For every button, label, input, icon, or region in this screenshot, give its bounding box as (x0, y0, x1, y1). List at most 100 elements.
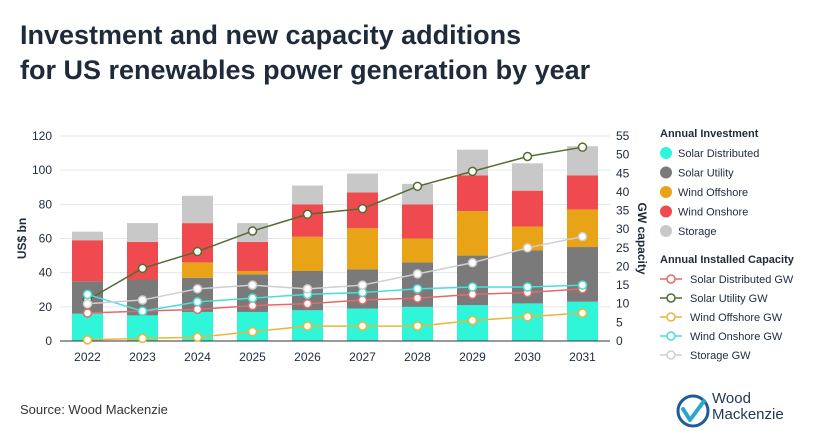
bar-wind-offshore (512, 226, 543, 251)
legend-label: Storage GW (690, 350, 751, 362)
y2-tick-label: 35 (616, 204, 630, 218)
y2-tick-label: 5 (616, 315, 623, 329)
x-tick-label: 2025 (239, 350, 266, 364)
legend-label: Solar Utility GW (690, 293, 768, 305)
legend-label: Storage (678, 226, 717, 238)
bar-storage (127, 223, 158, 242)
point-line-wind-onshore (577, 280, 588, 290)
logo-text-line-1: Wood (712, 390, 751, 407)
legend-label: Wind Onshore (678, 207, 748, 219)
legend-marker-line-solar-utility (666, 293, 676, 303)
point-line-wind-onshore (82, 289, 93, 300)
bar-storage (347, 173, 378, 193)
point-line-storage (522, 243, 533, 253)
legend-investment-title: Annual Investment (660, 128, 759, 140)
x-tick-label: 2026 (294, 350, 321, 364)
point-line-wind-offshore (357, 321, 368, 331)
line-line-storage (87, 235, 583, 305)
y2-tick-label: 10 (616, 297, 630, 311)
y2-tick-label: 55 (616, 129, 630, 143)
y-tick-label: 60 (39, 232, 53, 246)
legend-capacity-title: Annual Installed Capacity (660, 254, 795, 266)
bar-wind-offshore (347, 228, 378, 270)
bar-wind-offshore (402, 238, 433, 263)
y2-tick-label: 0 (616, 334, 623, 348)
point-line-solar-utility (247, 226, 258, 236)
line-line-wind-offshore (87, 312, 583, 341)
x-tick-label: 2028 (404, 350, 431, 364)
x-tick-label: 2030 (514, 350, 541, 364)
point-line-wind-offshore (82, 335, 93, 345)
bar-wind-onshore (237, 241, 268, 271)
point-line-solar-utility (467, 166, 478, 177)
legend-marker-line-solar-distributed (666, 274, 676, 284)
legend-label: Solar Distributed GW (690, 274, 794, 286)
bar-wind-onshore (72, 240, 103, 282)
point-line-solar-utility (522, 151, 533, 162)
legend-swatch-solar-distributed (660, 147, 672, 159)
point-line-wind-offshore (467, 315, 478, 326)
bar-solar-distributed (237, 311, 268, 341)
bar-wind-offshore (567, 209, 598, 248)
point-line-storage (577, 231, 588, 242)
x-tick-label: 2031 (569, 350, 596, 364)
bar-wind-offshore (457, 211, 488, 256)
point-line-storage (467, 257, 478, 268)
chart-title-line-2: for US renewables power generation by ye… (20, 55, 591, 85)
chart-title: Investment and new capacity additions fo… (20, 18, 660, 88)
line-line-solar-utility (87, 146, 583, 301)
point-line-wind-offshore (522, 312, 533, 322)
point-line-solar-utility (357, 203, 368, 214)
point-line-wind-offshore (577, 308, 588, 318)
legend-marker-line-storage (666, 350, 676, 360)
y-tick-label: 20 (39, 300, 53, 314)
wood-mackenzie-logo: Wood Mackenzie (676, 388, 806, 434)
point-line-storage (247, 280, 258, 290)
point-line-wind-onshore (412, 284, 423, 294)
x-tick-label: 2029 (459, 350, 486, 364)
y-tick-label: 120 (32, 129, 52, 143)
point-line-solar-utility (412, 181, 423, 192)
point-line-solar-utility (302, 209, 313, 220)
bar-wind-offshore (182, 262, 213, 278)
y2-tick-label: 45 (616, 166, 630, 180)
y-axis-label: US$ bn (15, 218, 29, 259)
point-line-solar-distributed (412, 293, 423, 303)
x-tick-label: 2022 (74, 350, 101, 364)
bar-wind-onshore (567, 175, 598, 210)
legend-label: Wind Offshore (678, 187, 748, 199)
point-line-wind-offshore (137, 333, 148, 344)
y-tick-label: 100 (32, 163, 52, 177)
point-line-storage (357, 280, 368, 290)
bar-wind-onshore (292, 204, 323, 237)
y2-tick-label: 40 (616, 185, 630, 199)
bar-wind-onshore (457, 175, 488, 212)
point-line-wind-onshore (192, 297, 203, 307)
point-line-wind-offshore (192, 332, 203, 343)
y2-tick-label: 20 (616, 259, 630, 273)
legend-swatch-wind-onshore (660, 205, 672, 218)
point-line-wind-onshore (467, 282, 478, 292)
y-tick-label: 0 (45, 334, 52, 348)
point-line-storage (302, 284, 313, 294)
bar-solar-distributed (512, 303, 543, 341)
point-line-solar-distributed (302, 298, 313, 309)
bar-storage (512, 163, 543, 191)
y2-axis-label: GW capacity (635, 202, 649, 274)
y2-tick-label: 30 (616, 222, 630, 236)
point-line-solar-utility (192, 246, 203, 257)
point-line-wind-offshore (412, 321, 423, 331)
legend-label: Wind Offshore GW (690, 312, 783, 324)
y-tick-label: 40 (39, 266, 53, 280)
x-tick-label: 2024 (184, 350, 211, 364)
legend-marker-line-wind-offshore (666, 312, 676, 322)
point-line-solar-utility (577, 142, 588, 152)
bar-solar-distributed (567, 301, 598, 341)
line-line-solar-distributed (87, 288, 583, 314)
logo-mark-icon (676, 394, 710, 428)
source-note: Source: Wood Mackenzie (20, 402, 168, 417)
point-line-storage (412, 269, 423, 279)
bar-wind-offshore (237, 270, 268, 275)
legend-label: Solar Utility (678, 168, 734, 180)
legend-marker-line-wind-onshore (666, 331, 676, 341)
